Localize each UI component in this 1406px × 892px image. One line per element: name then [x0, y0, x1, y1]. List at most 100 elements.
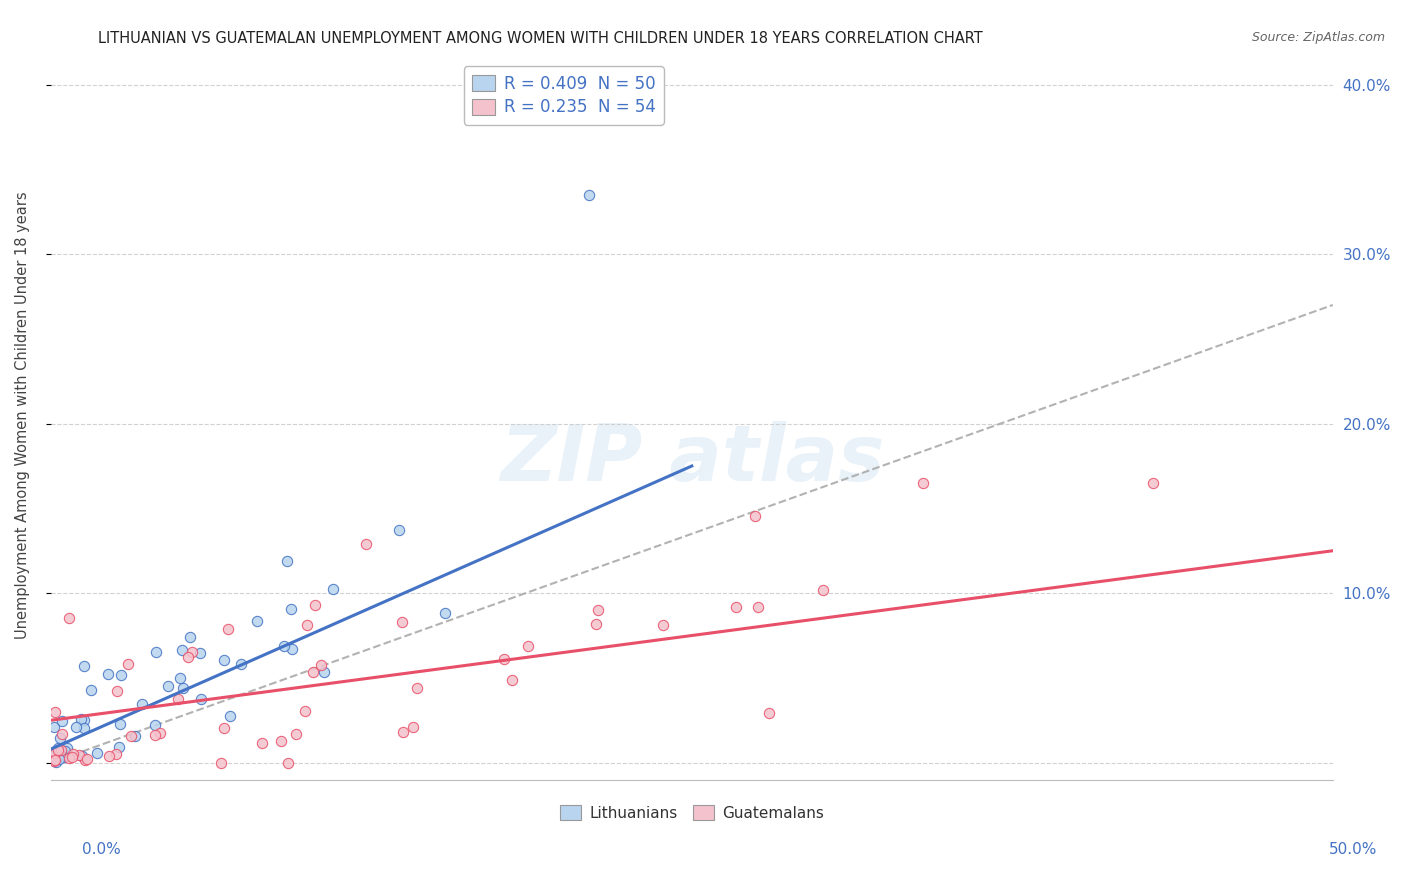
Point	[48, 752, 70, 766]
Point	[51, 714, 73, 728]
Point	[177, 650, 200, 665]
Point	[39, 747, 62, 761]
Point	[246, 614, 269, 628]
Point	[578, 187, 600, 202]
Point	[214, 653, 236, 667]
Point	[117, 657, 139, 672]
Point	[314, 665, 336, 680]
Point	[157, 679, 180, 693]
Point	[46, 740, 69, 755]
Point	[651, 617, 673, 632]
Point	[51, 727, 73, 741]
Point	[179, 630, 201, 644]
Point	[110, 717, 132, 731]
Point	[76, 752, 98, 766]
Point	[58, 611, 80, 625]
Point	[273, 639, 295, 653]
Point	[143, 728, 166, 742]
Point	[75, 754, 97, 768]
Point	[167, 692, 190, 706]
Point	[405, 681, 427, 695]
Point	[911, 475, 934, 490]
Point	[67, 747, 90, 762]
Point	[180, 645, 202, 659]
Point	[391, 615, 413, 630]
Point	[98, 748, 121, 763]
Point	[62, 747, 84, 762]
Point	[44, 705, 66, 719]
Point	[285, 727, 308, 741]
Point	[51, 743, 73, 757]
Point	[143, 717, 166, 731]
Point	[586, 603, 609, 617]
Point	[73, 659, 96, 673]
Point	[276, 554, 298, 568]
Point	[252, 736, 274, 750]
Point	[309, 657, 332, 672]
Point	[388, 523, 411, 537]
Point	[44, 720, 66, 734]
Point	[322, 582, 344, 597]
Point	[52, 747, 75, 762]
Point	[42, 754, 65, 768]
Point	[169, 671, 191, 685]
Text: ZIP atlas: ZIP atlas	[499, 421, 884, 497]
Point	[120, 729, 142, 743]
Point	[270, 733, 292, 747]
Point	[58, 751, 80, 765]
Point	[104, 747, 127, 762]
Point	[434, 607, 457, 621]
Point	[44, 753, 66, 767]
Point	[55, 740, 77, 755]
Y-axis label: Unemployment Among Women with Children Under 18 years: Unemployment Among Women with Children U…	[15, 191, 30, 639]
Point	[172, 681, 194, 696]
Point	[53, 744, 76, 758]
Point	[295, 618, 318, 632]
Point	[110, 668, 132, 682]
Point	[217, 622, 239, 636]
Point	[42, 748, 65, 763]
Point	[277, 756, 299, 770]
Point	[280, 602, 302, 616]
Point	[72, 713, 94, 727]
Point	[131, 698, 153, 712]
Point	[48, 748, 70, 763]
Point	[105, 684, 128, 698]
Point	[65, 720, 87, 734]
Point	[190, 646, 212, 660]
Point	[48, 731, 70, 745]
Point	[218, 708, 240, 723]
Point	[725, 600, 748, 615]
Point	[108, 740, 131, 755]
Point	[97, 667, 120, 681]
Point	[172, 642, 194, 657]
Point	[45, 748, 67, 763]
Point	[304, 598, 326, 612]
Point	[744, 508, 766, 523]
Point	[214, 721, 236, 735]
Point	[209, 756, 232, 770]
Point	[758, 706, 780, 720]
Point	[45, 755, 67, 769]
Point	[501, 673, 523, 687]
Point	[392, 724, 415, 739]
Point	[402, 720, 425, 734]
Point	[354, 537, 377, 551]
Point	[44, 746, 66, 760]
Point	[70, 712, 93, 726]
Point	[86, 746, 108, 760]
Text: 50.0%: 50.0%	[1329, 842, 1376, 856]
Point	[60, 749, 83, 764]
Point	[294, 704, 316, 718]
Point	[492, 652, 515, 666]
Point	[811, 582, 834, 597]
Text: 0.0%: 0.0%	[82, 842, 121, 856]
Point	[53, 750, 76, 764]
Point	[149, 726, 172, 740]
Point	[1142, 475, 1164, 490]
Point	[281, 642, 304, 657]
Point	[72, 748, 94, 763]
Point	[46, 742, 69, 756]
Point	[124, 730, 146, 744]
Point	[517, 640, 540, 654]
